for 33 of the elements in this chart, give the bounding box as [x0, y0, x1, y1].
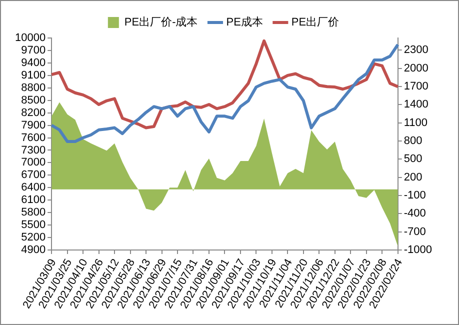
y2-tick-label: 1700 — [404, 80, 428, 92]
y-tick-label: 7600 — [21, 132, 46, 144]
y-tick-label: 7000 — [21, 156, 46, 169]
y-tick-label: 9700 — [21, 44, 46, 56]
y2-tick-label: 2300 — [404, 44, 428, 56]
y-tick-label: 5200 — [21, 232, 46, 244]
legend-label: PE成本 — [226, 16, 263, 29]
y2-tick-label: 2000 — [404, 62, 428, 74]
y-tick-label: 7300 — [21, 144, 46, 156]
y2-tick-label: 1100 — [404, 116, 428, 129]
legend-label: PE出厂价-成本 — [124, 16, 198, 29]
legend-label: PE出厂价 — [291, 16, 340, 29]
y-tick-label: 5800 — [21, 206, 46, 219]
y2-tick-label: 800 — [404, 135, 422, 148]
y2-tick-label: 200 — [404, 171, 422, 184]
y-tick-label: 10000 — [14, 32, 46, 44]
y2-tick-label: 500 — [404, 153, 422, 166]
y2-tick-label: -700 — [404, 226, 426, 238]
y-tick-label: 4900 — [21, 244, 46, 256]
y-tick-label: 9100 — [21, 69, 46, 82]
y-tick-label: 6700 — [21, 169, 46, 182]
y-tick-label: 8800 — [21, 82, 46, 94]
y2-tick-label: 1400 — [404, 98, 428, 111]
y-tick-label: 7900 — [21, 119, 46, 132]
y2-tick-label: -400 — [404, 208, 426, 220]
y-tick-label: 8200 — [21, 106, 46, 119]
y-tick-label: 5500 — [21, 219, 46, 232]
y2-tick-label: -1000 — [404, 244, 432, 256]
y-tick-label: 8500 — [21, 94, 46, 106]
y-tick-label: 9400 — [21, 56, 46, 69]
y-tick-label: 6100 — [21, 194, 46, 206]
y2-tick-label: -100 — [404, 190, 426, 202]
y-tick-label: 6400 — [21, 182, 46, 194]
